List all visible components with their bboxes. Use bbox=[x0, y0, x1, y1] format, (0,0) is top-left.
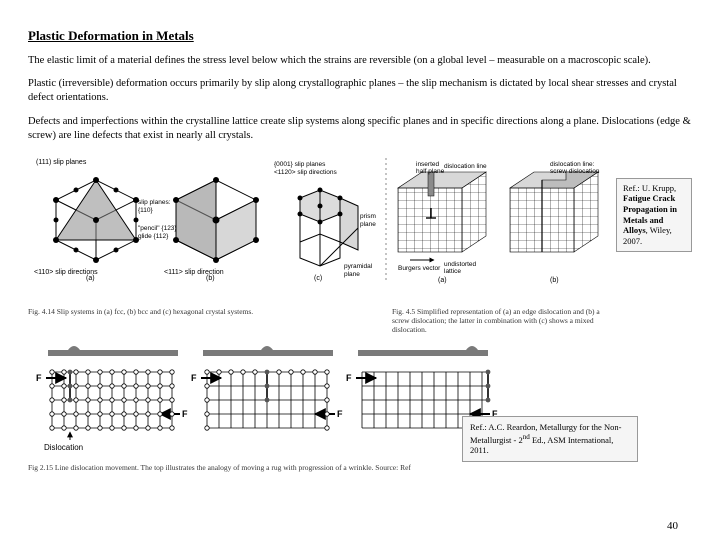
ref2-prefix: Ref.: A.C. Reardon, bbox=[470, 422, 540, 432]
label-prism: prismplane bbox=[360, 213, 376, 228]
label-F-2l: F bbox=[191, 373, 197, 383]
label-burgers: Burgers vector bbox=[398, 265, 441, 272]
label-111: (111) slip planes bbox=[36, 159, 87, 166]
label-3d-a: (a) bbox=[438, 277, 447, 284]
label-0001: {0001} slip planes<1120> slip directions bbox=[274, 161, 338, 176]
ref2-sup: nd bbox=[523, 433, 530, 441]
paragraph-2: Plastic (irreversible) deformation occur… bbox=[28, 77, 692, 105]
caption-bottom: Fig 2.15 Line dislocation movement. The … bbox=[28, 463, 498, 472]
caption-slip: Fig. 4.14 Slip systems in (a) fcc, (b) b… bbox=[28, 307, 388, 316]
label-F-3l: F bbox=[346, 373, 352, 383]
label-3d-b: (b) bbox=[550, 277, 559, 284]
page-title: Plastic Deformation in Metals bbox=[28, 28, 692, 44]
label-undist: undistortedlattice bbox=[444, 261, 477, 275]
label-F-1r: F bbox=[182, 409, 188, 419]
caption-3d: Fig. 4.5 Simplified representation of (a… bbox=[392, 307, 606, 334]
ref1-prefix: Ref.: U. Krupp, bbox=[623, 183, 676, 193]
label-F-1l: F bbox=[36, 373, 42, 383]
page-number: 40 bbox=[667, 520, 678, 532]
label-slip-planes-110: slip planes:{110} bbox=[138, 199, 171, 214]
label-dislocation: Dislocation bbox=[44, 443, 83, 452]
label-sub-c: (c) bbox=[314, 275, 322, 282]
figure-dislocation-3d: insertedhalf plane dislocation line Burg… bbox=[392, 152, 612, 334]
ref2-mid: - 2 bbox=[511, 435, 522, 445]
reference-box-2: Ref.: A.C. Reardon, Metallurgy for the N… bbox=[462, 416, 638, 462]
label-pyramidal: pyramidalplane bbox=[344, 263, 373, 278]
figure-slip-systems: (111) slip planes <110> slip directions … bbox=[28, 152, 388, 316]
label-sub-b: (b) bbox=[206, 275, 215, 282]
label-screw: dislocation line:screw dislocation bbox=[550, 161, 600, 175]
label-F-2r: F bbox=[337, 409, 343, 419]
label-inserted: insertedhalf plane bbox=[416, 161, 445, 175]
reference-box-1: Ref.: U. Krupp, Fatigue Crack Propagatio… bbox=[616, 178, 692, 252]
paragraph-3: Defects and imperfections within the cry… bbox=[28, 115, 692, 143]
label-111-dir: <111> slip direction bbox=[164, 269, 224, 276]
label-dline: dislocation line bbox=[444, 163, 487, 170]
label-pencil-glide: "pencil" {123}glide {112} bbox=[138, 225, 177, 240]
paragraph-1: The elastic limit of a material defines … bbox=[28, 54, 692, 68]
label-sub-a: (a) bbox=[86, 275, 95, 282]
